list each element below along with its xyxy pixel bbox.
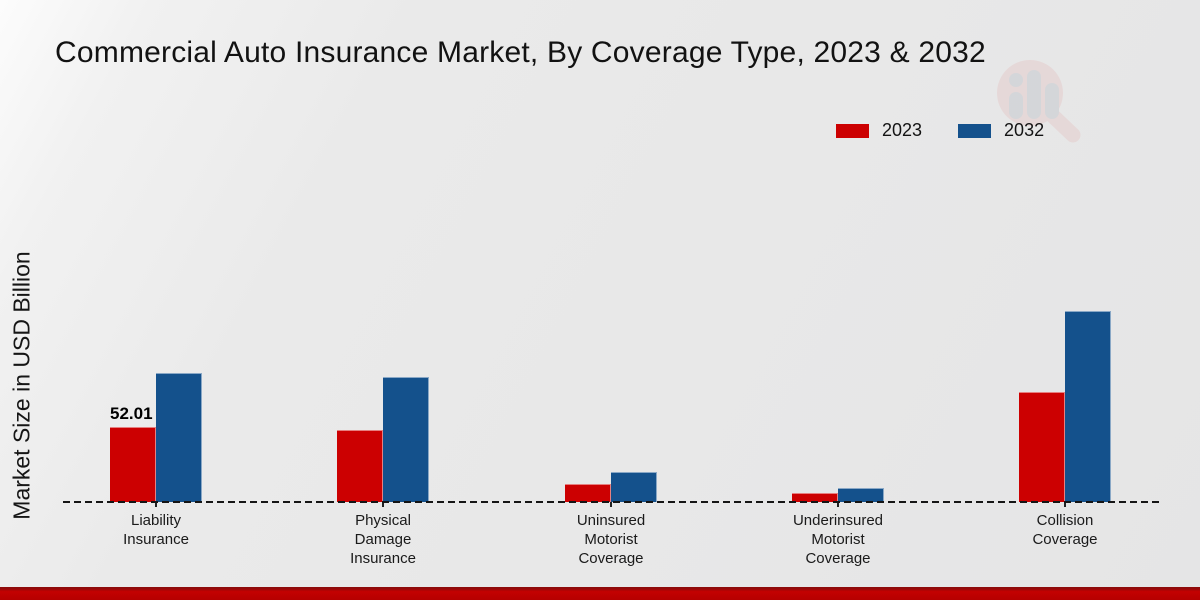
bar-2032-cat1 xyxy=(383,377,429,502)
legend: 2023 2032 xyxy=(836,120,1044,141)
bar-2032-cat2 xyxy=(611,472,657,502)
legend-item-2032: 2032 xyxy=(958,120,1044,141)
legend-label-2023: 2023 xyxy=(882,120,923,140)
x-axis-tick xyxy=(837,502,839,507)
bar-2023-cat0 xyxy=(110,427,156,502)
bar-2032-cat3 xyxy=(838,488,884,502)
x-axis-tick xyxy=(610,502,612,507)
bar-2023-cat4 xyxy=(1019,392,1065,502)
x-axis-tick xyxy=(382,502,384,507)
legend-label-2032: 2032 xyxy=(1004,120,1045,140)
category-label-3: Underinsured Motorist Coverage xyxy=(792,512,884,567)
footer-accent-bar xyxy=(0,587,1200,600)
x-axis-tick xyxy=(1064,502,1066,507)
bar-2023-cat1 xyxy=(337,430,383,502)
category-label-1: Physical Damage Insurance xyxy=(350,512,416,567)
category-label-2: Uninsured Motorist Coverage xyxy=(576,512,646,567)
legend-swatch-2032 xyxy=(958,123,992,138)
legend-swatch-2023 xyxy=(836,123,869,138)
x-axis-baseline xyxy=(63,501,1159,503)
bar-2023-cat3 xyxy=(792,493,838,502)
bar-value-label: 52.01 xyxy=(110,404,153,423)
magnifier-bar-chart-logo-watermark xyxy=(997,60,1081,143)
x-axis-tick xyxy=(155,502,157,507)
category-label-0: Liability Insurance xyxy=(123,512,189,548)
bar-2023-cat2 xyxy=(565,484,611,502)
bar-2032-cat0 xyxy=(156,373,202,502)
chart-title: Commercial Auto Insurance Market, By Cov… xyxy=(55,36,986,69)
category-label-4: Collision Coverage xyxy=(1032,512,1098,548)
legend-item-2023: 2023 xyxy=(836,120,922,141)
bar-2032-cat4 xyxy=(1065,311,1111,502)
